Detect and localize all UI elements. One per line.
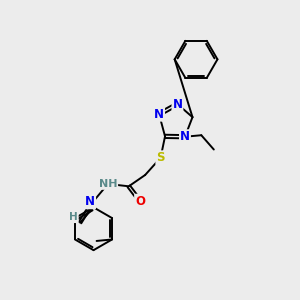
Text: N: N: [172, 98, 182, 111]
Text: S: S: [156, 151, 165, 164]
Text: NH: NH: [99, 179, 117, 189]
Text: N: N: [180, 130, 190, 143]
Text: O: O: [135, 195, 145, 208]
Text: H: H: [69, 212, 78, 222]
Text: N: N: [154, 108, 164, 121]
Text: N: N: [85, 195, 95, 208]
